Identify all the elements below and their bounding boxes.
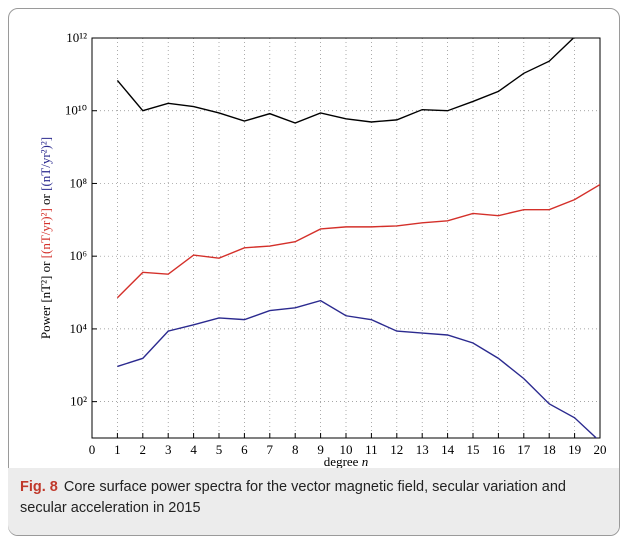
x-tick-label: 6 [241, 442, 248, 457]
x-tick-label: 11 [365, 442, 378, 457]
chart: Power [nT²] or [(nT/yr)²] or [(nT/yr²)²]… [38, 30, 607, 469]
x-tick-label: 16 [492, 442, 506, 457]
x-tick-label: 5 [216, 442, 223, 457]
caption-text: Core surface power spectra for the vecto… [20, 479, 566, 516]
y-tick-label: 10⁸ [69, 175, 87, 190]
x-tick-label: 17 [517, 442, 531, 457]
x-tick-label: 0 [89, 442, 96, 457]
y-tick-label: 10⁴ [69, 321, 87, 336]
y-label-part: Power [nT²] or [38, 258, 53, 339]
y-label-part: or [38, 191, 53, 208]
y-tick-label: 10¹² [66, 30, 87, 45]
x-tick-label: 14 [441, 442, 455, 457]
series-line [117, 299, 598, 438]
series-line [116, 183, 600, 299]
x-tick-label: 19 [568, 442, 581, 457]
x-tick-label: 8 [292, 442, 299, 457]
x-tick-label: 2 [140, 442, 147, 457]
x-label-part: n [362, 454, 369, 469]
x-tick-label: 10 [340, 442, 353, 457]
plot-area [116, 38, 600, 438]
figure-card [8, 8, 620, 536]
x-tick-label: 20 [594, 442, 607, 457]
y-tick-label: 10¹⁰ [65, 103, 87, 118]
x-tick-label: 13 [416, 442, 429, 457]
y-tick-label: 10² [70, 394, 87, 409]
y-label-part: [(nT/yr²)²] [38, 137, 53, 191]
y-label-part: [(nT/yr)²] [38, 208, 53, 258]
x-tick-label: 4 [190, 442, 197, 457]
x-tick-label: 9 [317, 442, 324, 457]
x-label-part: degree [324, 454, 362, 469]
x-tick-label: 7 [267, 442, 274, 457]
x-axis-label: degree n [324, 454, 368, 469]
y-tick-label: 10⁶ [69, 248, 87, 263]
x-tick-label: 12 [390, 442, 403, 457]
y-axis-label: Power [nT²] or [(nT/yr)²] or [(nT/yr²)²] [38, 137, 53, 339]
x-tick-label: 15 [467, 442, 480, 457]
caption-label: Fig. 8 [20, 479, 58, 495]
x-tick-label: 1 [114, 442, 121, 457]
series-line [116, 38, 575, 124]
caption: Fig. 8 Core surface power spectra for the… [8, 468, 619, 535]
plot-frame [91, 37, 601, 439]
x-tick-label: 3 [165, 442, 172, 457]
x-tick-label: 18 [543, 442, 556, 457]
